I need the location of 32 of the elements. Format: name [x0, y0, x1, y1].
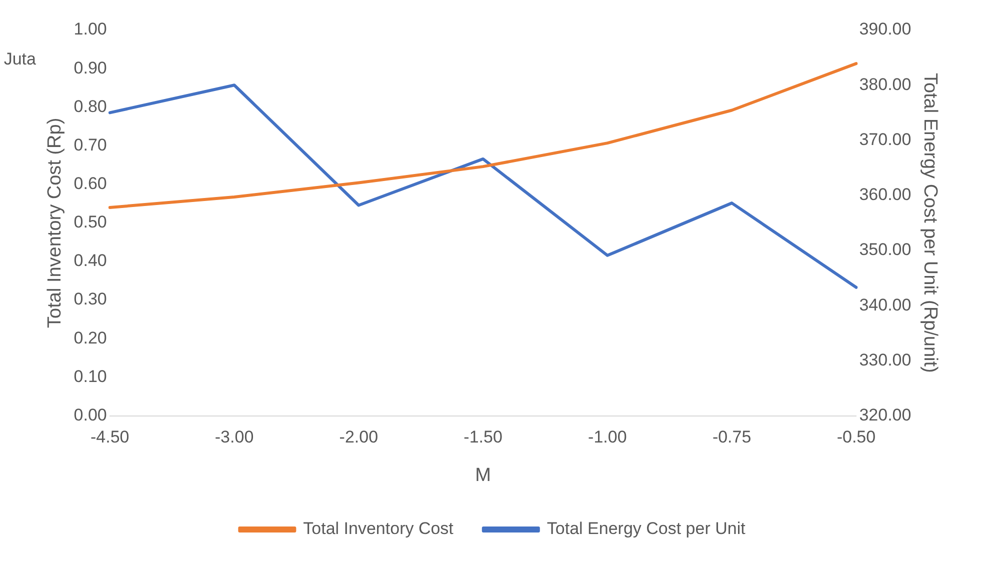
legend-label: Total Energy Cost per Unit — [546, 519, 746, 538]
x-tick-label: -0.50 — [836, 428, 876, 447]
y2-tick-label: 320.00 — [859, 405, 912, 424]
y2-tick-label: 380.00 — [859, 74, 912, 94]
y2-tick-label: 330.00 — [859, 350, 912, 370]
x-tick-label: -1.50 — [464, 428, 502, 447]
y-tick-label: 0.40 — [74, 251, 107, 270]
y-tick-label: 0.00 — [74, 405, 107, 424]
y-tick-label: 0.10 — [74, 366, 107, 386]
y-tick-label: 0.50 — [74, 212, 107, 232]
y2-tick-label: 350.00 — [859, 240, 912, 260]
y2-tick-label: 360.00 — [859, 185, 912, 204]
y2-tick-label: 340.00 — [859, 295, 912, 314]
x-tick-label: -1.00 — [588, 428, 627, 447]
y2-tick-label: 370.00 — [859, 130, 912, 149]
y-tick-label: 0.90 — [74, 58, 107, 78]
y-tick-label: 0.70 — [74, 135, 107, 154]
y-tick-label: 0.60 — [74, 174, 107, 194]
x-tick-label: -2.00 — [339, 428, 378, 447]
text: Juta — [4, 50, 36, 69]
x-tick-label: -4.50 — [90, 428, 130, 447]
y-tick-label: 0.20 — [74, 328, 107, 348]
x-tick-label: -0.75 — [712, 428, 752, 447]
y2-tick-label: 390.00 — [859, 20, 912, 39]
x-tick-label: -3.00 — [214, 428, 254, 447]
y-axis-title: Total Inventory Cost (Rp) — [44, 118, 66, 328]
legend-label: Total Inventory Cost — [303, 519, 454, 538]
y2-axis-title: Total Energy Cost per Unit (Rp/unit) — [919, 72, 940, 373]
y-tick-label: 1.00 — [74, 20, 107, 39]
x-axis-title: M — [475, 464, 491, 486]
y-tick-label: 0.80 — [74, 96, 107, 116]
y-tick-label: 0.30 — [74, 290, 107, 309]
